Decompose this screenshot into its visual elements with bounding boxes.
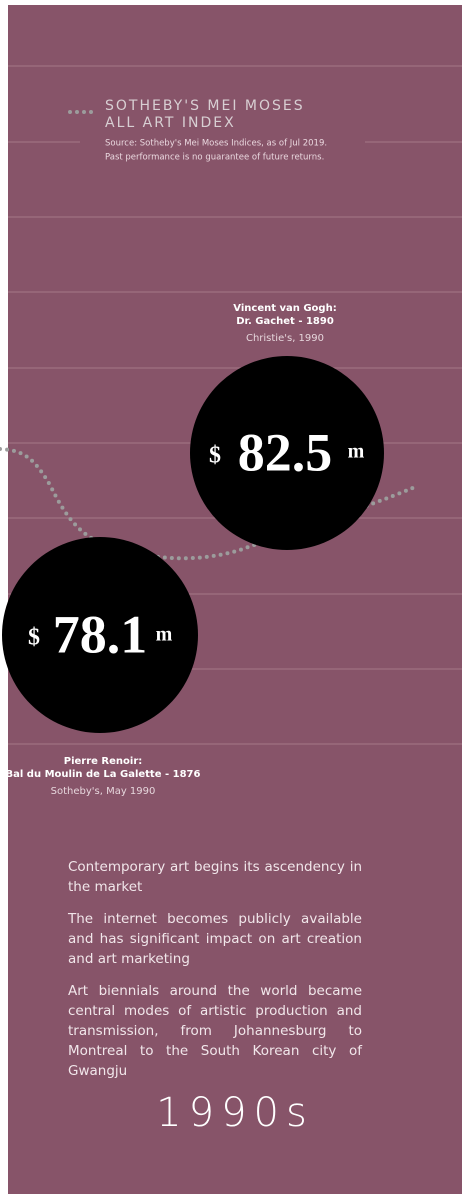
unit: m bbox=[348, 441, 365, 463]
legend-source: Past performance is no guarantee of futu… bbox=[105, 153, 324, 163]
currency: $ bbox=[209, 443, 221, 469]
legend-source: Source: Sotheby's Mei Moses Indices, as … bbox=[105, 139, 327, 149]
price-circle bbox=[2, 537, 198, 733]
decade: 1990s bbox=[156, 1090, 314, 1136]
sale-title: Vincent van Gogh: bbox=[233, 303, 336, 314]
price-circle bbox=[190, 356, 384, 550]
currency: $ bbox=[28, 625, 40, 651]
paragraph: Contemporary art begins its ascendency i… bbox=[68, 859, 362, 895]
unit: m bbox=[156, 624, 173, 646]
amount: 78.1 bbox=[53, 604, 148, 664]
sale-venue: Christie's, 1990 bbox=[246, 333, 324, 344]
amount: 82.5 bbox=[238, 422, 333, 482]
paragraph: Art biennials around the world became ce… bbox=[68, 983, 362, 1079]
sale-title: Pierre Renoir: bbox=[64, 756, 143, 767]
sale-title: Dr. Gachet - 1890 bbox=[236, 316, 334, 327]
legend-title: SOTHEBY'S MEI MOSES bbox=[105, 98, 305, 114]
paragraph: The internet becomes publicly available … bbox=[68, 911, 362, 967]
legend-title: ALL ART INDEX bbox=[105, 115, 236, 131]
sale-title: Bal du Moulin de La Galette - 1876 bbox=[6, 769, 201, 780]
sale-venue: Sotheby's, May 1990 bbox=[51, 786, 156, 797]
